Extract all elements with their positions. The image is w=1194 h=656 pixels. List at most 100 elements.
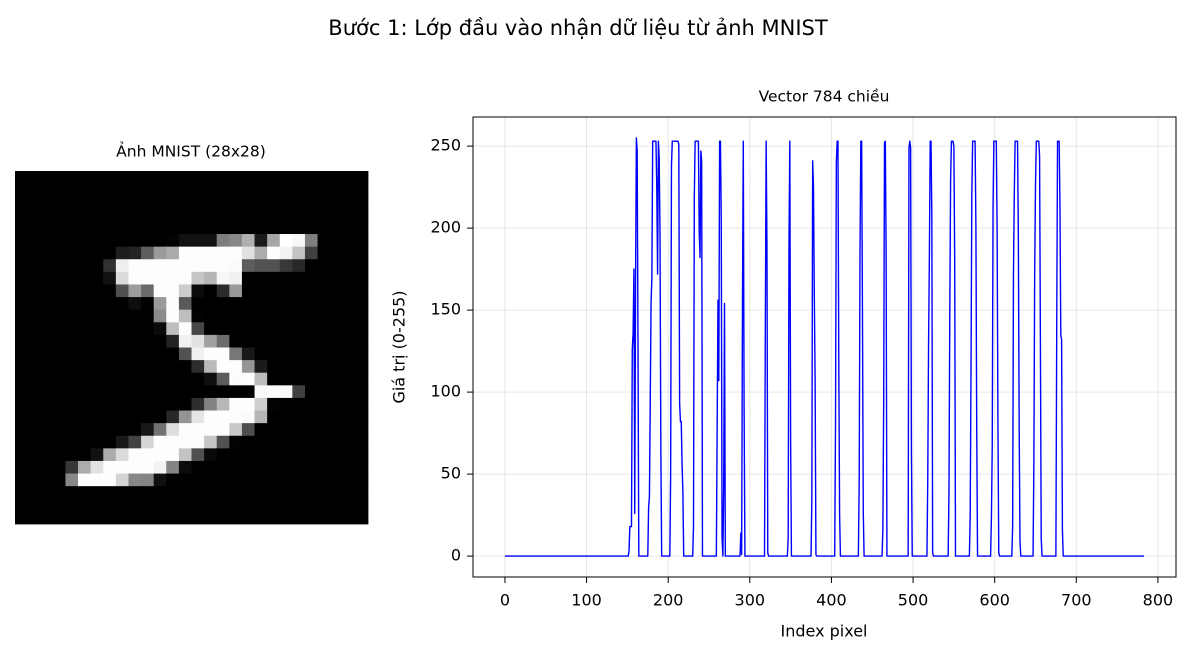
pixel [40, 309, 54, 323]
pixel [153, 171, 167, 185]
pixel [103, 309, 117, 323]
pixel [191, 460, 205, 474]
pixel [204, 486, 218, 500]
pixel [279, 171, 293, 185]
pixel [153, 259, 167, 273]
pixel [292, 309, 306, 323]
y-tick-label: 0 [451, 546, 461, 565]
pixel [166, 397, 180, 411]
pixel [115, 234, 129, 248]
pixel [103, 171, 117, 185]
pixel [40, 234, 54, 248]
pixel [317, 221, 331, 235]
pixel [279, 347, 293, 361]
pixel [40, 196, 54, 210]
pixel [191, 486, 205, 500]
pixel [355, 498, 369, 512]
pixel [229, 385, 243, 399]
pixel [52, 397, 66, 411]
pixel [229, 372, 243, 386]
pixel [166, 297, 180, 311]
pixel [292, 360, 306, 374]
pixel [27, 259, 41, 273]
pixel [40, 271, 54, 285]
pixel [330, 435, 344, 449]
pixel [153, 221, 167, 235]
pixel [279, 234, 293, 248]
pixel [52, 435, 66, 449]
pixel [342, 309, 356, 323]
pixel [204, 234, 218, 248]
pixel [304, 486, 318, 500]
pixel [65, 498, 79, 512]
pixel [267, 372, 281, 386]
pixel [27, 410, 41, 424]
pixel [355, 473, 369, 487]
pixel [15, 486, 29, 500]
pixel [317, 334, 331, 348]
pixel [355, 372, 369, 386]
pixel [90, 259, 104, 273]
y-tick-label: 150 [430, 300, 461, 319]
pixel [153, 183, 167, 197]
pixel [204, 372, 218, 386]
pixel [304, 423, 318, 437]
pixel [267, 322, 281, 336]
pixel [78, 460, 92, 474]
pixel [304, 511, 318, 525]
pixel [204, 171, 218, 185]
pixel [115, 271, 129, 285]
pixel [15, 511, 29, 525]
pixel [241, 171, 255, 185]
pixel [204, 410, 218, 424]
pixel [330, 271, 344, 285]
pixel [166, 246, 180, 260]
pixel [128, 309, 142, 323]
x-tick-label: 200 [653, 591, 684, 610]
pixel [141, 460, 155, 474]
pixel [267, 385, 281, 399]
pixel [141, 448, 155, 462]
pixel [342, 196, 356, 210]
pixel [330, 208, 344, 222]
pixel [27, 196, 41, 210]
pixel [40, 208, 54, 222]
pixel [204, 246, 218, 260]
pixel [115, 259, 129, 273]
pixel [342, 460, 356, 474]
pixel [317, 183, 331, 197]
pixel [178, 498, 192, 512]
pixel [141, 234, 155, 248]
pixel [52, 334, 66, 348]
line-title: Vector 784 chiều [759, 88, 890, 106]
pixel [317, 372, 331, 386]
pixel [103, 208, 117, 222]
pixel [304, 171, 318, 185]
pixel [15, 297, 29, 311]
pixel [267, 284, 281, 298]
pixel [330, 322, 344, 336]
pixel [330, 448, 344, 462]
pixel [254, 460, 268, 474]
pixel [330, 297, 344, 311]
pixel [65, 397, 79, 411]
pixel [254, 486, 268, 500]
pixel [279, 322, 293, 336]
pixel [229, 473, 243, 487]
pixel [216, 322, 230, 336]
pixel [254, 246, 268, 260]
pixel [279, 473, 293, 487]
pixel [178, 410, 192, 424]
pixel [141, 271, 155, 285]
pixel [204, 448, 218, 462]
pixel [90, 234, 104, 248]
pixel [128, 498, 142, 512]
pixel [27, 171, 41, 185]
pixel [355, 208, 369, 222]
pixel [27, 423, 41, 437]
pixel [191, 234, 205, 248]
pixel [128, 259, 142, 273]
pixel [342, 486, 356, 500]
pixel [191, 511, 205, 525]
pixel [241, 511, 255, 525]
